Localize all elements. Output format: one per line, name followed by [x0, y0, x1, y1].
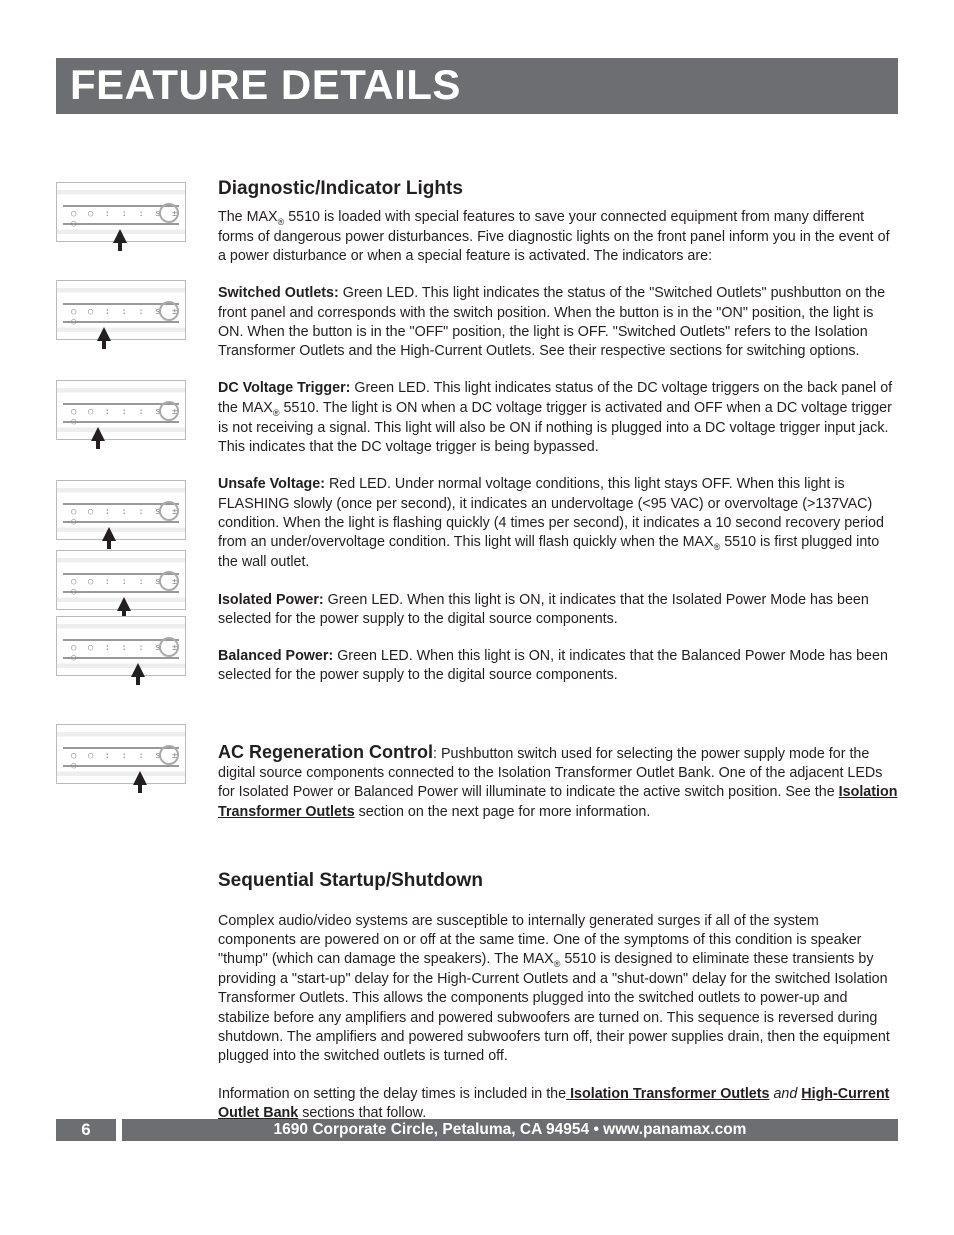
para-sequential-2: Information on setting the delay times i… — [218, 1085, 898, 1124]
label-balanced: Balanced Power: — [218, 648, 333, 664]
para-balanced: Balanced Power: Green LED. When this lig… — [218, 647, 898, 686]
para-sequential: Complex audio/video systems are suscepti… — [218, 912, 898, 1067]
label-acregen: AC Regeneration Control — [218, 742, 433, 762]
para-switched: Switched Outlets: Green LED. This light … — [218, 284, 898, 361]
label-unsafe: Unsafe Voltage: — [218, 476, 325, 492]
heading-sequential: Sequential Startup/Shutdown — [218, 868, 898, 894]
thumb-balanced: ○ ○ : : : s ± ○ ○ ○ : : : s ± ○ — [56, 550, 196, 706]
page-title-bar: FEATURE DETAILS — [56, 58, 898, 114]
content-area: ○ ○ : : : s ± ○ ○ ○ : : : s ± ○ ○ ○ : : … — [56, 176, 898, 1141]
page-title: FEATURE DETAILS — [70, 61, 461, 108]
label-switched: Switched Outlets: — [218, 285, 339, 301]
footer-page-number: 6 — [56, 1119, 116, 1141]
label-isolated: Isolated Power: — [218, 592, 324, 608]
footer-address: 1690 Corporate Circle, Petaluma, CA 9495… — [122, 1119, 898, 1141]
para-acregen: AC Regeneration Control: Pushbutton swit… — [218, 740, 898, 822]
thumb-unsafe: ○ ○ : : : s ± ○ — [56, 380, 196, 470]
thumb-switched: ○ ○ : : : s ± ○ — [56, 182, 196, 272]
link-isolation-outlets-2: Isolation Transformer Outlets — [566, 1086, 769, 1102]
thumbnail-column: ○ ○ : : : s ± ○ ○ ○ : : : s ± ○ ○ ○ : : … — [56, 176, 196, 1141]
footer: 6 1690 Corporate Circle, Petaluma, CA 94… — [56, 1119, 898, 1141]
para-diag-intro: The MAX® 5510 is loaded with special fea… — [218, 208, 898, 267]
para-isolated: Isolated Power: Green LED. When this lig… — [218, 591, 898, 630]
thumb-acregen: ○ ○ : : : s ± ○ — [56, 724, 196, 814]
para-dcv: DC Voltage Trigger: Green LED. This ligh… — [218, 379, 898, 457]
label-dcv: DC Voltage Trigger: — [218, 380, 350, 396]
text-column: Diagnostic/Indicator Lights The MAX® 551… — [218, 176, 898, 1141]
thumb-dcv: ○ ○ : : : s ± ○ — [56, 280, 196, 370]
heading-diagnostic: Diagnostic/Indicator Lights — [218, 176, 898, 202]
para-unsafe: Unsafe Voltage: Red LED. Under normal vo… — [218, 475, 898, 572]
